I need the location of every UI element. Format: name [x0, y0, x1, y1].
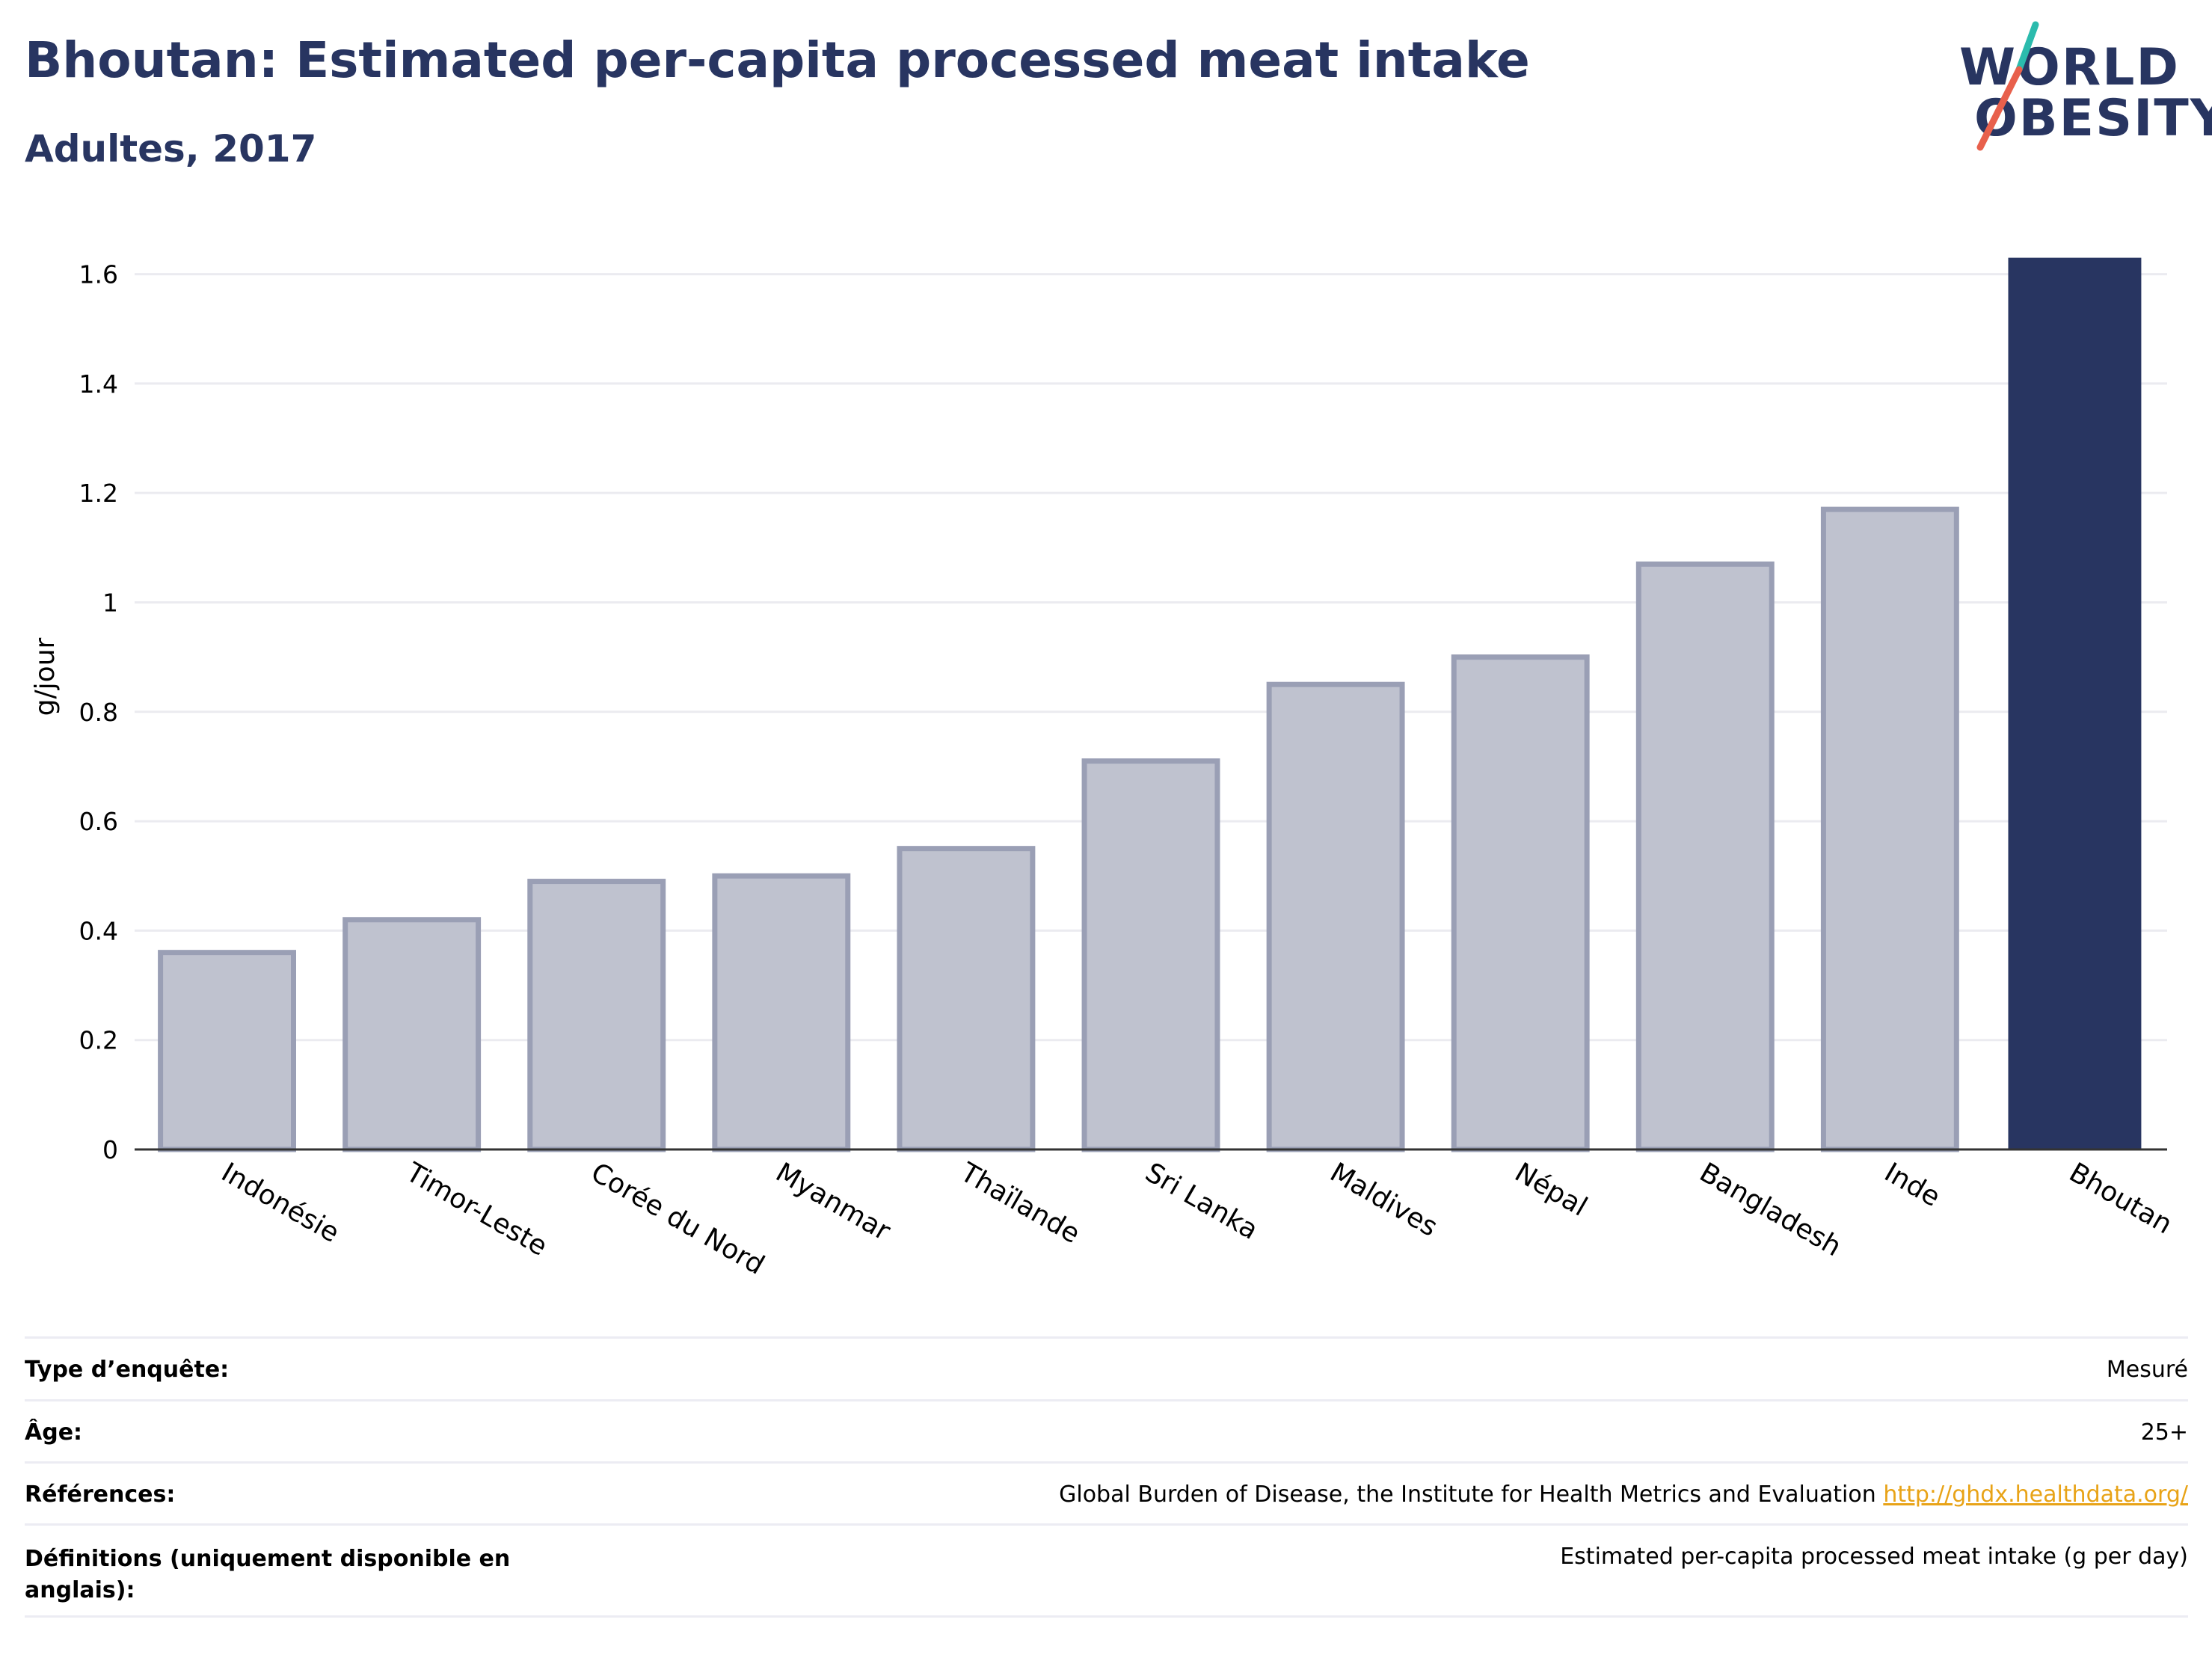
reference-text: Global Burden of Disease, the Institute … [1059, 1481, 1876, 1508]
x-category-label: Thaïlande [955, 1157, 1085, 1250]
meta-key: Définitions (uniquement disponible en an… [25, 1546, 511, 1603]
meta-value: 25+ [2140, 1419, 2188, 1446]
bar-cor-e-du-nord [527, 879, 666, 1152]
x-category-label: Myanmar [770, 1157, 895, 1247]
bar-bhoutan [2008, 257, 2142, 1149]
y-tick-label: 0 [102, 1135, 118, 1164]
chart-title: Bhoutan: Estimated per-capita processed … [25, 31, 1530, 89]
y-axis-title: g/jour [30, 637, 61, 716]
bar-inde [1820, 506, 1959, 1152]
y-tick-label: 1.2 [79, 479, 118, 508]
chart-subtitle: Adultes, 2017 [25, 127, 317, 171]
x-category-label: Inde [1879, 1157, 1945, 1213]
x-category-label: Indonésie [216, 1157, 344, 1249]
bar-timor-leste [342, 917, 482, 1152]
y-tick-label: 0.2 [79, 1026, 118, 1055]
metadata-table: Type d’enquête: Mesuré Âge: 25+ Référenc… [25, 1336, 2188, 1618]
bar-maldives [1266, 681, 1405, 1152]
x-category-label: Sri Lanka [1140, 1157, 1264, 1246]
logo-slash-icon [1976, 21, 2039, 151]
x-category-label: Corée du Nord [586, 1157, 769, 1281]
logo-line1: WORLD [1959, 38, 2180, 97]
meta-row-survey-type: Type d’enquête: Mesuré [25, 1336, 2188, 1399]
meta-value: Mesuré [2106, 1357, 2188, 1383]
x-category-label: Timor-Leste [400, 1157, 552, 1262]
y-tick-label: 0.6 [79, 807, 118, 836]
x-category-label: Bangladesh [1695, 1157, 1846, 1262]
bar-chart: 0 0.2 0.4 0.6 0.8 1 1.2 1.4 1.6 Indonésie Timor-L… [30, 257, 2178, 1281]
bar-myanmar [712, 873, 851, 1152]
bar-bangladesh [1635, 561, 1775, 1152]
bar-n-pal [1451, 654, 1590, 1152]
meta-key: Âge: [25, 1419, 83, 1446]
x-category-label: Népal [1510, 1157, 1593, 1223]
world-obesity-logo: WORLD OBESITY [1944, 19, 2212, 161]
meta-row-definitions: Définitions (uniquement disponible en an… [25, 1523, 2188, 1618]
meta-key: Type d’enquête: [25, 1357, 230, 1383]
meta-row-age: Âge: 25+ [25, 1399, 2188, 1461]
x-category-label: Bhoutan [2064, 1157, 2178, 1240]
meta-row-references: Références: Global Burden of Disease, th… [25, 1461, 2188, 1523]
meta-value: Estimated per-capita processed meat inta… [1560, 1544, 2188, 1570]
bar-indon-sie [158, 950, 296, 1152]
y-tick-label: 1.4 [79, 369, 118, 399]
y-tick-label: 0.4 [79, 916, 118, 945]
meta-value: Global Burden of Disease, the Institute … [1059, 1481, 2188, 1508]
y-tick-label: 1 [102, 588, 118, 617]
y-tick-label: 0.8 [79, 698, 118, 727]
reference-link[interactable]: http://ghdx.healthdata.org/ [1883, 1481, 2188, 1508]
y-tick-label: 1.6 [79, 260, 118, 289]
x-category-label: Maldives [1325, 1157, 1443, 1243]
logo-line2: OBESITY [1974, 89, 2212, 148]
bar-sri-lanka [1081, 758, 1220, 1152]
x-category-labels: Indonésie Timor-Leste Corée du Nord Myanmar… [216, 1157, 2177, 1281]
meta-key: Références: [25, 1481, 176, 1508]
bar-tha-lande [897, 846, 1036, 1152]
y-tick-labels: 0 0.2 0.4 0.6 0.8 1 1.2 1.4 1.6 [79, 260, 118, 1164]
bars [158, 257, 2142, 1152]
